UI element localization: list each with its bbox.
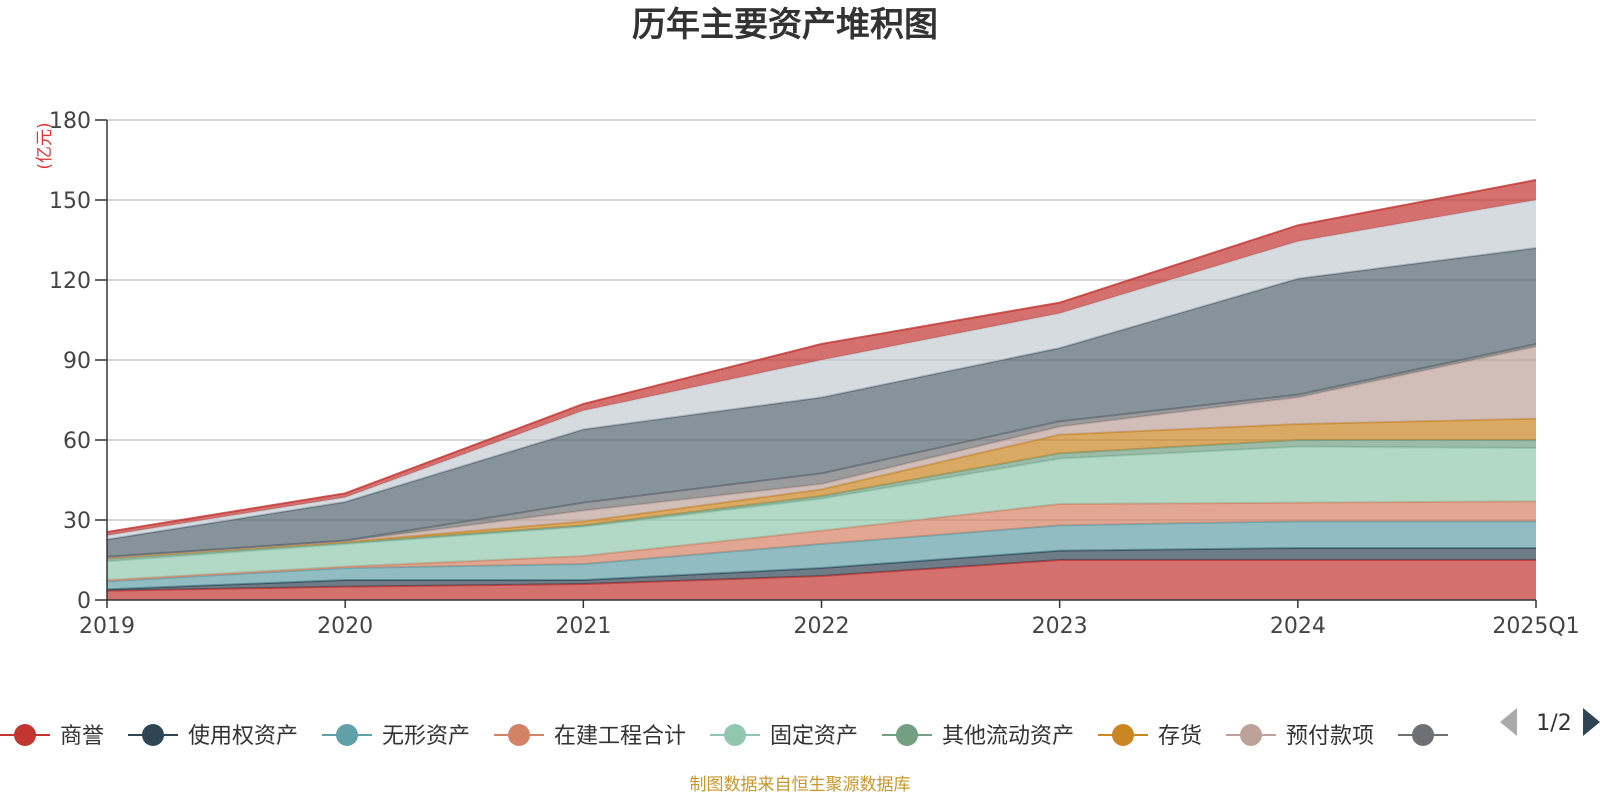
x-tick-label: 2024 [1270,614,1326,639]
legend-item-5[interactable]: 其他流动资产 [882,724,1074,749]
y-tick-label: 0 [77,589,91,614]
y-tick-label: 90 [63,349,91,374]
y-tick-label: 180 [49,109,91,134]
legend-item-4[interactable]: 固定资产 [710,724,858,749]
legend-page-indicator: 1/2 [1536,711,1571,736]
y-tick-label: 30 [63,509,91,534]
area-series-3 [107,501,1536,582]
legend-marker-icon [724,724,746,746]
legend-item-1[interactable]: 使用权资产 [128,724,298,749]
legend-marker-icon [896,724,918,746]
legend-marker-icon [336,724,358,746]
x-tick-label: 2019 [79,614,135,639]
y-tick-label: 150 [49,189,91,214]
area-series-4 [107,446,1536,580]
legend-label: 使用权资产 [188,724,298,749]
legend-label: 固定资产 [770,724,858,749]
legend-item-0[interactable]: 商誉 [0,724,104,749]
area-series-top-line-3 [106,500,1537,581]
legend-prev-page-icon[interactable] [1500,708,1517,736]
y-tick-label: 120 [49,269,91,294]
legend-marker-icon [1412,724,1434,746]
legend-item-7[interactable]: 预付款项 [1226,724,1374,749]
area-series-top-line-11 [106,179,1537,533]
legend-label: 无形资产 [382,724,470,749]
area-series-0 [107,560,1536,600]
legend-label: 预付款项 [1286,724,1374,749]
legend-marker-icon [1112,724,1134,746]
legend-item-8[interactable] [1398,724,1448,746]
legend-next-page-icon[interactable] [1583,708,1600,736]
area-series-2 [107,521,1536,590]
y-tick-label: 60 [63,429,91,454]
legend-label: 商誉 [60,724,104,749]
legend-marker-icon [1240,724,1262,746]
legend-marker-icon [508,724,530,746]
legend-pager: 1/2 [1500,708,1600,736]
area-series-11 [107,180,1536,536]
x-tick-label: 2023 [1032,614,1088,639]
legend-label: 存货 [1158,724,1202,749]
legend-marker-icon [14,724,36,746]
area-series-6 [107,418,1536,559]
x-tick-label: 2025Q1 [1492,614,1579,639]
area-series-9 [107,248,1536,557]
x-tick-label: 2020 [317,614,373,639]
legend-label: 其他流动资产 [942,724,1074,749]
legend-label: 在建工程合计 [554,724,686,749]
chart-title: 历年主要资产堆积图 [632,5,938,45]
y-axis-unit: (亿元) [35,122,55,169]
x-tick-label: 2021 [555,614,611,639]
source-note: 制图数据来自恒生聚源数据库 [690,775,911,795]
legend-item-2[interactable]: 无形资产 [322,724,470,749]
area-series-top-line-4 [106,445,1537,563]
x-tick-label: 2022 [794,614,850,639]
legend-item-6[interactable]: 存货 [1098,724,1202,749]
legend-item-3[interactable]: 在建工程合计 [494,724,686,749]
legend-marker-icon [142,724,164,746]
